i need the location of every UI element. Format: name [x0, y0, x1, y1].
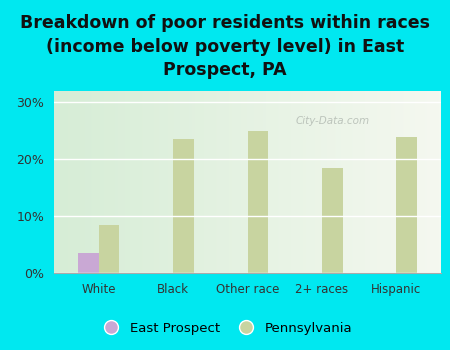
Bar — [248, 131, 268, 273]
Text: Breakdown of poor residents within races
(income below poverty level) in East
Pr: Breakdown of poor residents within races… — [20, 14, 430, 79]
Bar — [78, 253, 99, 273]
Bar — [99, 225, 120, 273]
Bar — [322, 168, 343, 273]
Bar — [173, 139, 194, 273]
Legend: East Prospect, Pennsylvania: East Prospect, Pennsylvania — [93, 316, 357, 340]
Text: City-Data.com: City-Data.com — [296, 116, 370, 126]
Bar — [396, 136, 417, 273]
